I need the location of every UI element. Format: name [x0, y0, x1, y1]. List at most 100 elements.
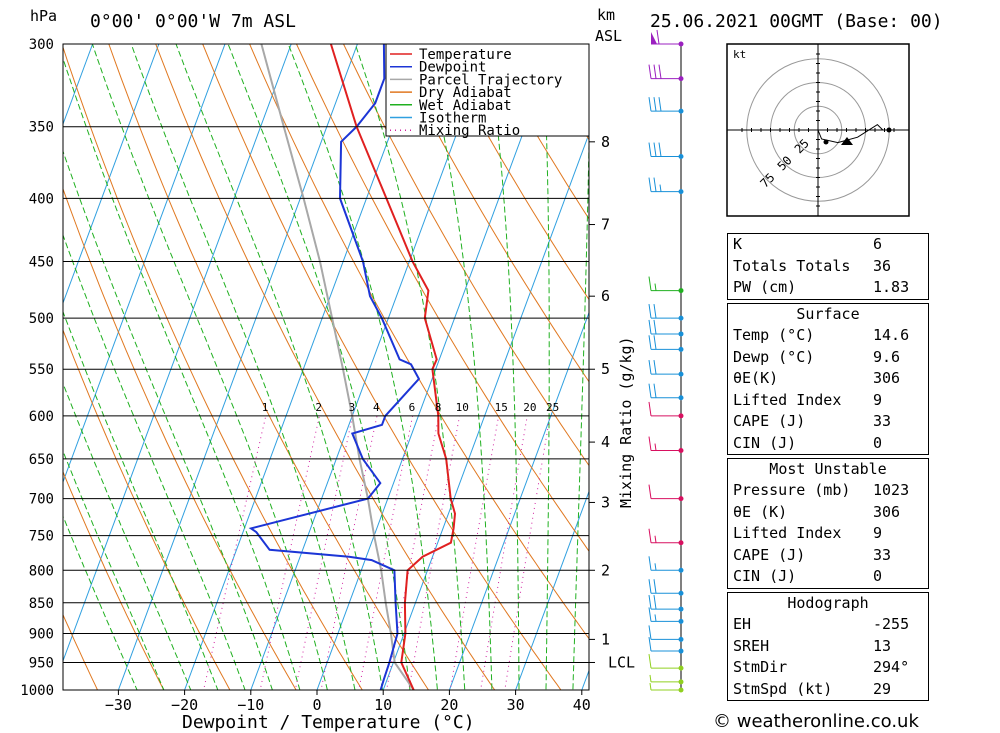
copyright-text: © weatheronline.co.uk: [713, 711, 919, 732]
pressure-tick-label: 800: [29, 563, 54, 579]
dry-adiabat-line: [939, 26, 1000, 716]
isotherm-line: [515, 490, 589, 690]
hodograph-trace: [817, 123, 889, 144]
wet-adiabat-line: [130, 44, 356, 690]
hodograph-table: Hodograph EH -255 SREH 13 StmDir 294° StmSpd (…: [727, 592, 929, 701]
wind-barb-half-feather: [654, 563, 657, 571]
most-unstable-rows: Pressure (mb) 1023 θE (K) 306 Lifted Index 9 C…: [728, 480, 928, 588]
dry-adiabat-line: [108, 44, 430, 690]
wind-level-dot: [678, 41, 684, 47]
pressure-tick-label: 450: [29, 255, 54, 271]
pressure-tick-label: 1000: [20, 683, 54, 699]
stat-row: SREH 13: [728, 636, 928, 658]
wind-barb-feather: [648, 335, 652, 350]
wet-adiabat-line: [63, 149, 273, 690]
x-tick-label: −20: [171, 696, 198, 714]
x-tick-label: 20: [440, 696, 458, 714]
legend-label-dry-adiabat: Dry Adiabat: [419, 85, 512, 101]
mixing-ratio-line: [203, 415, 267, 690]
wind-barb-feather: [648, 436, 652, 451]
wind-barb-feather: [653, 595, 657, 610]
wind-level-dot: [678, 413, 684, 419]
pressure-tick-label: 550: [29, 362, 54, 378]
dry-adiabat-line: [63, 470, 165, 690]
wind-level-dot: [678, 665, 684, 671]
stat-label: StmSpd (kt): [733, 679, 833, 698]
asl-label: ASL: [595, 27, 622, 45]
stat-value: 13: [873, 636, 892, 655]
wet-adiabat-line: [423, 44, 493, 690]
stat-label: EH: [733, 615, 752, 633]
wet-adiabat-line: [63, 515, 138, 690]
legend-label-temperature: Temperature: [419, 47, 512, 63]
stat-value: 33: [873, 412, 892, 430]
stat-row: θE(K) 306: [728, 368, 928, 390]
km-tick-label: 5: [601, 360, 610, 378]
wind-barb-column: [648, 29, 684, 693]
x-tick-label: −10: [237, 696, 264, 714]
wind-barb-feather: [653, 383, 657, 398]
wind-barb-feather: [648, 654, 652, 669]
stat-label: CIN (J): [733, 567, 797, 585]
stat-row: Totals Totals 36: [728, 256, 928, 278]
wind-barb-feather: [648, 177, 652, 192]
mixing-ratio-line: [320, 415, 378, 690]
isotherm-line: [63, 44, 292, 663]
mixing-ratio-tick-label: 15: [495, 401, 508, 414]
stat-value: 1.83: [873, 278, 910, 296]
mixing-ratio-line: [294, 415, 354, 690]
stat-label: Lifted Index: [733, 390, 842, 409]
wet-adiabat-line: [63, 310, 219, 690]
x-tick-label: 10: [374, 696, 392, 714]
location-title: 0°00' 0°00'W 7m ASL: [90, 11, 296, 32]
km-unit-label: km: [597, 6, 615, 24]
wind-barb-feather: [648, 579, 652, 594]
stat-label: CIN (J): [733, 433, 797, 452]
isotherm-line: [250, 44, 491, 690]
wet-adiabat-line: [63, 382, 192, 690]
pressure-tick-label: 400: [29, 191, 54, 207]
stat-row: CAPE (J) 33: [728, 411, 928, 433]
mixing-ratio-line: [480, 415, 528, 690]
wind-barb-feather: [653, 360, 657, 375]
wind-barb-feather: [648, 383, 652, 398]
wind-barb-feather: [653, 319, 657, 335]
dry-adiabat-line: [342, 44, 589, 467]
wind-barb-feather: [648, 64, 652, 79]
legend-box: [385, 43, 590, 137]
surface-title: Surface: [796, 305, 860, 323]
x-axis-title: Dewpoint / Temperature (°C): [182, 712, 475, 733]
dry-adiabat-line: [249, 44, 589, 640]
mixing-ratio-tick-label: 10: [456, 401, 469, 414]
dry-adiabat-line: [63, 328, 231, 690]
mixing-ratio-tick-label: 25: [546, 401, 559, 414]
mixing-ratio-tick-label: 6: [409, 401, 416, 414]
wet-adiabat-line: [542, 44, 550, 690]
wind-barb-feather: [658, 64, 662, 79]
stat-value: 9: [873, 524, 883, 542]
legend-label-mixing-ratio: Mixing Ratio: [419, 123, 520, 139]
mixing-ratio-line: [358, 415, 414, 690]
km-tick-label: 8: [601, 133, 610, 151]
wind-level-dot: [678, 331, 684, 337]
stat-label: Temp (°C): [733, 326, 815, 344]
stat-value: 0: [873, 567, 883, 585]
wind-level-dot: [678, 108, 684, 114]
wind-barb-feather: [648, 484, 652, 499]
wind-barb-half-feather: [649, 682, 652, 691]
dry-adiabat-line: [63, 187, 297, 690]
surface-table: Surface Temp (°C) 14.6 Dewp (°C) 9.6 θE(K) 30…: [727, 303, 929, 455]
stat-row: Lifted Index 9: [728, 390, 928, 412]
wind-barb-feather: [648, 636, 652, 652]
wind-level-dot: [678, 567, 684, 573]
pressure-tick-label: 300: [29, 37, 54, 53]
wind-barb-feather: [653, 335, 657, 350]
background-lines: [63, 26, 1000, 716]
stat-value: 294°: [873, 658, 910, 676]
x-tick-label: 30: [507, 696, 525, 714]
mixing-ratio-tick-label: 1: [262, 401, 269, 414]
wind-barb-feather: [653, 304, 657, 319]
wind-barb-half-feather: [659, 184, 662, 192]
